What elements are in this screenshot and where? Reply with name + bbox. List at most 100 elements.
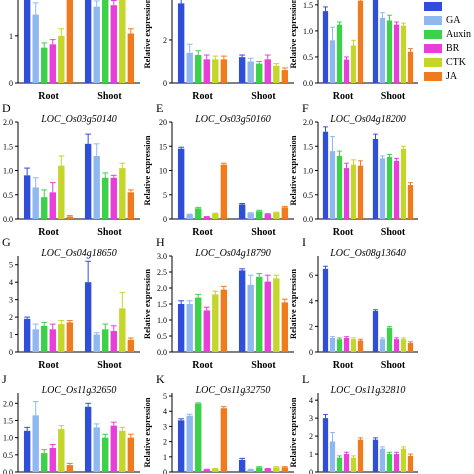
- y-tick-label-h: 2.5: [157, 268, 167, 277]
- bar-l-root-auxin: [336, 457, 343, 472]
- bar-a-root-ctk: [58, 35, 65, 83]
- bar-d-shoot-br: [110, 177, 117, 219]
- panel-h: H LOC_Os04g18790 0.0 0.5 1.0 1.5 2.0 2.5 3.0 Rela…: [142, 235, 294, 371]
- legend-swatch-ck: [424, 2, 442, 11]
- legend-swatch-ctk: [424, 58, 442, 67]
- bar-e-shoot-ga: [247, 213, 254, 219]
- bar-d-root-auxin: [41, 197, 48, 219]
- category-label-i: Root: [333, 360, 354, 371]
- bar-h-root-ck: [177, 304, 185, 352]
- bar-a-shoot-auxin: [102, 0, 109, 83]
- y-tick-label-f: 1.0: [303, 167, 313, 176]
- bar-j-root-ja: [66, 465, 74, 472]
- bar-g-shoot-ck: [84, 282, 92, 352]
- bar-c-root-ctk: [350, 45, 357, 83]
- category-label-d: Root: [38, 227, 59, 238]
- y-tick-label-h: 1.0: [157, 316, 167, 325]
- bar-l-shoot-ga: [379, 448, 386, 472]
- bar-b-shoot-ck: [238, 57, 246, 83]
- legend-item-auxin: Auxin: [424, 28, 474, 42]
- bar-a-root-ja: [66, 0, 74, 83]
- panel-title-g: LOC_Os04g18650: [40, 248, 117, 259]
- y-tick-label-j: 0.0: [3, 468, 13, 474]
- legend-item-ctk: CTK: [424, 56, 474, 70]
- bar-d-shoot-auxin: [102, 177, 109, 219]
- bar-i-shoot-ck: [372, 311, 379, 352]
- bar-h-root-ga: [186, 304, 193, 352]
- panel-letter-k: K: [156, 372, 165, 386]
- bar-i-shoot-ga: [379, 339, 386, 352]
- y-tick-label-f: 2.0: [303, 118, 313, 127]
- y-tick-label-k: 4: [163, 407, 167, 416]
- bar-h-shoot-ja: [281, 302, 289, 352]
- category-label-a: Root: [38, 91, 59, 102]
- panel-title-j: LOC_Os11g32650: [41, 385, 117, 396]
- bar-k-root-auxin: [195, 403, 202, 472]
- y-tick-label-h: 0.5: [157, 332, 167, 341]
- bar-e-shoot-ja: [281, 207, 289, 219]
- bar-b-shoot-ja: [281, 70, 289, 83]
- bar-i-root-ja: [357, 340, 364, 352]
- legend-swatch-ja: [424, 72, 442, 81]
- legend-item-ck: [424, 0, 474, 14]
- y-tick-label-f: 0.0: [303, 215, 313, 224]
- bar-f-root-ctk: [350, 164, 357, 219]
- y-tick-label-i: 2: [309, 322, 313, 331]
- bar-f-root-ck: [322, 131, 329, 219]
- legend-label-br: BR: [446, 43, 460, 54]
- bar-d-shoot-ctk: [119, 168, 126, 219]
- bar-e-root-ja: [220, 164, 228, 219]
- y-tick-label-l: 1: [309, 450, 313, 459]
- panel-letter-f: F: [302, 101, 309, 115]
- bar-b-shoot-br: [264, 59, 271, 83]
- bar-b-shoot-ga: [247, 61, 254, 83]
- bar-j-shoot-br: [110, 425, 117, 472]
- bar-d-shoot-ck: [84, 143, 92, 219]
- bar-k-shoot-ctk: [273, 467, 280, 472]
- y-tick-label-g: 2: [9, 313, 13, 322]
- bar-g-root-auxin: [41, 325, 48, 352]
- bar-l-shoot-ja: [407, 455, 414, 472]
- bar-g-root-ck: [23, 318, 31, 352]
- bar-g-shoot-ga: [93, 334, 100, 352]
- category-label-b: Shoot: [251, 91, 276, 102]
- category-label-g: Root: [38, 360, 59, 371]
- legend-item-br: BR: [424, 42, 474, 56]
- y-tick-label-i: 6: [309, 271, 313, 280]
- bar-f-shoot-ck: [372, 138, 379, 219]
- y-axis-label-b: Relative expression: [142, 0, 152, 68]
- bar-j-root-ga: [32, 415, 39, 472]
- panel-e: E LOC_Os03g50160 0 5 10 15 20 Relative expressi…: [142, 101, 294, 238]
- bar-h-root-br: [203, 310, 210, 352]
- bar-j-root-br: [49, 447, 56, 472]
- bar-i-root-br: [343, 337, 350, 352]
- y-tick-label-e: 5: [163, 191, 167, 200]
- bar-k-root-ck: [177, 420, 185, 472]
- bar-j-shoot-auxin: [102, 437, 109, 472]
- bar-d-root-ja: [66, 216, 74, 219]
- bar-c-shoot-ja: [407, 51, 414, 83]
- bar-b-root-ck: [177, 3, 185, 83]
- category-label-c: Shoot: [381, 91, 406, 102]
- bar-d-shoot-ga: [93, 155, 100, 219]
- y-tick-label-f: 1.5: [303, 142, 313, 151]
- legend-label-auxin: Auxin: [446, 29, 471, 40]
- bar-l-root-br: [343, 454, 350, 472]
- bar-e-root-ga: [186, 214, 193, 219]
- bar-f-shoot-ctk: [400, 148, 407, 219]
- y-tick-label-f: 0.5: [303, 191, 313, 200]
- y-tick-label-d: 1.5: [3, 142, 13, 151]
- bar-h-root-ctk: [212, 294, 219, 352]
- legend-label-ctk: CTK: [446, 57, 466, 68]
- bar-k-shoot-br: [264, 468, 271, 472]
- bar-h-shoot-auxin: [256, 276, 263, 352]
- y-axis-label-e: Relative expression: [142, 135, 152, 205]
- bar-e-shoot-ck: [238, 204, 246, 219]
- bar-c-root-auxin: [336, 24, 343, 83]
- panel-letter-d: D: [2, 101, 11, 115]
- bar-c-root-ck: [322, 11, 329, 84]
- bar-b-root-ga: [186, 52, 193, 83]
- bar-i-root-ck: [322, 268, 329, 352]
- bar-e-root-br: [203, 217, 210, 219]
- y-tick-label-j: 1.5: [3, 416, 13, 425]
